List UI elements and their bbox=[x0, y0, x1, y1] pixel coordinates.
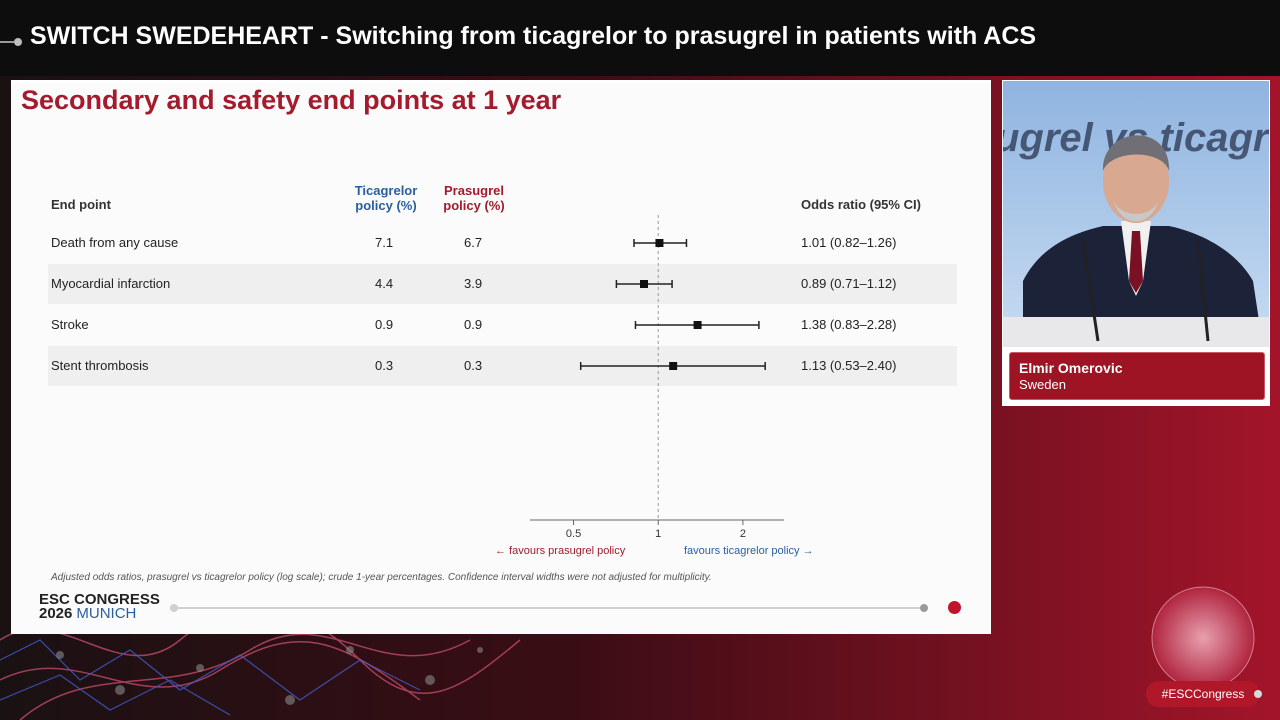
x-tick-label: 0.5 bbox=[566, 528, 581, 540]
footnote: Adjusted odds ratios, prasugrel vs ticag… bbox=[51, 572, 712, 583]
odds-ratio-label: 1.38 (0.83–2.28) bbox=[801, 317, 897, 332]
progress-end-dot bbox=[948, 601, 961, 614]
speaker-image: ugrel vs ticagre bbox=[1003, 81, 1269, 347]
column-header-prasugrel-line1: Prasugrel bbox=[444, 183, 504, 198]
progress-marker-dot bbox=[920, 604, 928, 612]
odds-ratio-label: 0.89 (0.71–1.12) bbox=[801, 276, 897, 291]
logo-line2: 2026 MUNICH bbox=[39, 605, 160, 622]
hashtag-badge: #ESCCongress bbox=[1146, 681, 1260, 707]
odds-ratio-label: 1.01 (0.82–1.26) bbox=[801, 235, 897, 250]
endpoint-name: Myocardial infarction bbox=[51, 276, 171, 291]
column-header-ticagrelor: Ticagrelor policy (%) bbox=[351, 183, 421, 213]
prasugrel-value: 6.7 bbox=[464, 235, 483, 250]
speaker-video-panel: ugrel vs ticagre Elmir Omerovic Sweden bbox=[1002, 80, 1270, 406]
x-tick-label: 2 bbox=[740, 528, 746, 540]
point-estimate bbox=[639, 280, 648, 288]
slide-title: Secondary and safety end points at 1 yea… bbox=[21, 85, 562, 115]
table-row: Death from any cause 7.1 6.7 1.01 (0.82–… bbox=[48, 223, 957, 263]
speaker-nameplate: Elmir Omerovic Sweden bbox=[1009, 352, 1265, 400]
title-bar-dot-icon bbox=[14, 38, 22, 46]
speaker-name: Elmir Omerovic bbox=[1019, 360, 1123, 376]
speaker-video: ugrel vs ticagre bbox=[1003, 81, 1269, 347]
column-header-prasugrel: Prasugrel policy (%) bbox=[439, 183, 509, 213]
endpoint-name: Stroke bbox=[51, 317, 89, 332]
logo-city: MUNICH bbox=[76, 605, 137, 622]
favours-ticagrelor-label: favours ticagrelor policy → bbox=[684, 545, 814, 557]
x-tick-label: 1 bbox=[655, 528, 661, 540]
title-bar-dash bbox=[0, 41, 14, 43]
column-header-odds-ratio: Odds ratio (95% CI) bbox=[801, 197, 921, 212]
endpoint-name: Death from any cause bbox=[51, 235, 179, 250]
point-estimate bbox=[693, 321, 702, 329]
table-row: Myocardial infarction 4.4 3.9 0.89 (0.71… bbox=[48, 264, 957, 304]
forest-plot: 0.5 1 2 bbox=[530, 215, 784, 540]
point-estimate bbox=[655, 239, 664, 247]
presentation-slide: Secondary and safety end points at 1 yea… bbox=[11, 80, 991, 634]
point-estimate bbox=[669, 362, 678, 370]
column-header-ticagrelor-line2: policy (%) bbox=[355, 198, 417, 213]
ticagrelor-value: 0.3 bbox=[375, 358, 394, 373]
column-header-prasugrel-line2: policy (%) bbox=[443, 198, 505, 213]
title-bar: SWITCH SWEDEHEART - Switching from ticag… bbox=[0, 0, 1280, 76]
slide-progress-track bbox=[174, 607, 926, 609]
logo-line1: ESC CONGRESS bbox=[39, 591, 160, 608]
favours-prasugrel-label: ← favours prasugrel policy bbox=[495, 545, 626, 557]
session-title: SWITCH SWEDEHEART - Switching from ticag… bbox=[30, 22, 1037, 50]
speaker-country: Sweden bbox=[1019, 377, 1066, 392]
prasugrel-value: 0.9 bbox=[464, 317, 483, 332]
odds-ratio-label: 1.13 (0.53–2.40) bbox=[801, 358, 897, 373]
prasugrel-value: 3.9 bbox=[464, 276, 483, 291]
prasugrel-value: 0.3 bbox=[464, 358, 483, 373]
column-header-ticagrelor-line1: Ticagrelor bbox=[354, 183, 418, 198]
table-row: Stroke 0.9 0.9 1.38 (0.83–2.28) bbox=[48, 305, 957, 345]
ticagrelor-value: 4.4 bbox=[375, 276, 394, 291]
ticagrelor-value: 0.9 bbox=[375, 317, 394, 332]
hashtag-dot-icon bbox=[1254, 690, 1262, 698]
progress-start-dot bbox=[170, 604, 178, 612]
table-row: Stent thrombosis 0.3 0.3 1.13 (0.53–2.40… bbox=[48, 346, 957, 386]
ticagrelor-value: 7.1 bbox=[375, 235, 394, 250]
esc-congress-logo: ESC CONGRESS 2026 MUNICH bbox=[39, 591, 160, 622]
endpoint-name: Stent thrombosis bbox=[51, 358, 149, 373]
column-header-endpoint: End point bbox=[51, 197, 111, 212]
logo-year: 2026 bbox=[39, 605, 73, 622]
